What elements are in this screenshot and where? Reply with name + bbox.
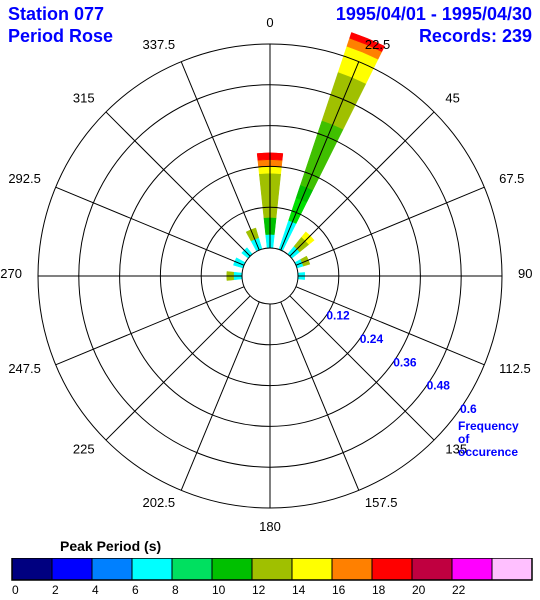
legend-tick-label: 2 <box>52 583 59 597</box>
legend-swatch <box>492 558 532 580</box>
legend-title: Peak Period (s) <box>60 538 161 554</box>
angle-tick-label: 90 <box>518 266 532 281</box>
angle-tick-label: 315 <box>73 91 95 106</box>
legend-tick-label: 0 <box>12 583 19 597</box>
frequency-caption: Frequencyofoccurence <box>458 420 519 460</box>
legend-tick-label: 4 <box>92 583 99 597</box>
angle-tick-label: 337.5 <box>143 37 176 52</box>
ring-value-label: 0.12 <box>326 308 350 322</box>
grid-spoke <box>296 287 484 365</box>
legend-swatch <box>172 558 212 580</box>
legend-tick-label: 10 <box>212 583 226 597</box>
legend-swatch <box>132 558 172 580</box>
grid-spoke <box>296 187 484 265</box>
angle-tick-label: 112.5 <box>499 361 531 376</box>
legend-swatch <box>12 558 52 580</box>
legend-swatch <box>52 558 92 580</box>
angle-tick-label: 202.5 <box>143 495 176 510</box>
grid-spoke <box>281 302 359 490</box>
angle-tick-label: 45 <box>445 91 459 106</box>
rose-segment <box>279 220 296 251</box>
legend-swatch <box>412 558 452 580</box>
chart-container: Station 077 Period Rose 1995/04/01 - 199… <box>0 0 540 600</box>
grid-spoke <box>56 287 244 365</box>
grid-spoke <box>281 62 359 250</box>
angle-tick-label: 67.5 <box>499 171 524 186</box>
legend-tick-label: 16 <box>332 583 346 597</box>
grid-spoke <box>106 112 250 256</box>
legend-tick-label: 6 <box>132 583 139 597</box>
angle-tick-label: 22.5 <box>365 37 390 52</box>
legend-swatch <box>292 558 332 580</box>
grid-spoke <box>181 302 259 490</box>
legend-tick-label: 14 <box>292 583 306 597</box>
grid-spoke <box>56 187 244 265</box>
angle-tick-label: 292.5 <box>8 171 41 186</box>
angle-tick-label: 180 <box>259 519 281 534</box>
legend-swatch <box>212 558 252 580</box>
ring-value-label: 0.36 <box>393 355 417 369</box>
ring-value-label: 0.6 <box>460 402 477 416</box>
angle-tick-label: 0 <box>266 15 273 30</box>
legend-tick-label: 8 <box>172 583 179 597</box>
ring-value-label: 0.48 <box>427 379 451 393</box>
legend-swatch <box>252 558 292 580</box>
angle-tick-label: 225 <box>73 441 95 456</box>
legend-swatch <box>332 558 372 580</box>
angle-tick-label: 270 <box>0 266 22 281</box>
angle-tick-label: 247.5 <box>8 361 41 376</box>
angle-tick-label: 157.5 <box>365 495 398 510</box>
grid-spoke <box>106 296 250 440</box>
legend-tick-label: 20 <box>412 583 426 597</box>
legend-swatch <box>452 558 492 580</box>
legend-tick-label: 12 <box>252 583 266 597</box>
legend-tick-label: 22 <box>452 583 466 597</box>
ring-value-label: 0.24 <box>360 332 384 346</box>
legend-tick-label: 18 <box>372 583 386 597</box>
legend-swatch <box>372 558 412 580</box>
color-legend: 0 2 4 6 8 10 12 14 16 18 20 22 <box>10 558 534 600</box>
legend-swatch <box>92 558 132 580</box>
grid-hole <box>242 248 298 304</box>
grid-spoke <box>181 62 259 250</box>
